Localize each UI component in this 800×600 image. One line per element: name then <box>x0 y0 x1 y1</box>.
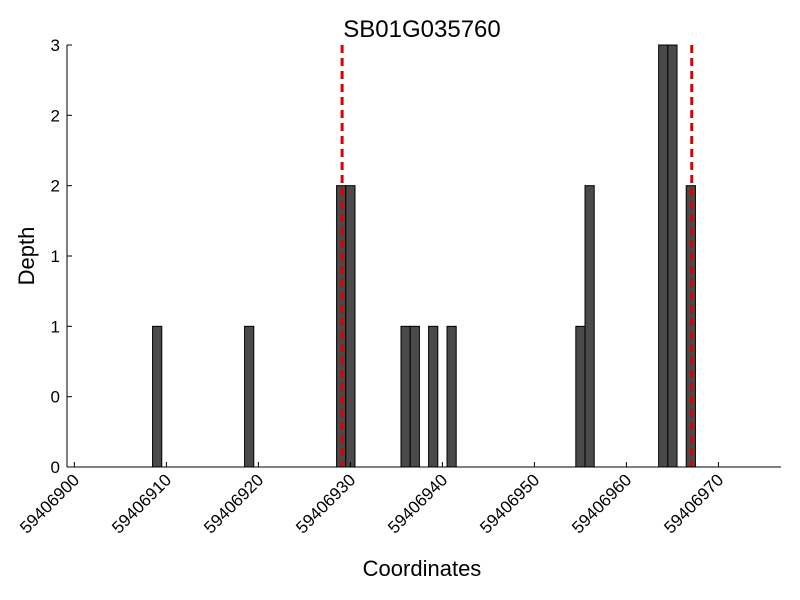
bar-7 <box>446 325 457 468</box>
y-tick-label-2: 1 <box>51 317 60 336</box>
y-tick-label-4: 2 <box>51 177 60 196</box>
chart-title: SB01G035760 <box>343 16 500 43</box>
x-tick-label-4: 59406940 <box>384 470 451 537</box>
bar-8 <box>575 325 586 468</box>
bar-10 <box>658 44 669 468</box>
x-axis-label: Coordinates <box>363 556 482 581</box>
ticks-layer: 0 0 1 1 2 2 3 59406900 59406910 59406920 59406930 5… <box>16 36 727 537</box>
bar-11 <box>667 44 678 468</box>
reference-lines-layer <box>340 45 694 467</box>
y-axis-label: Depth <box>14 227 39 286</box>
bar-3 <box>345 185 356 468</box>
y-tick-label-0: 0 <box>51 458 60 477</box>
bar-9 <box>584 185 595 468</box>
bar-6 <box>428 325 439 468</box>
x-tick-label-6: 59406960 <box>568 470 635 537</box>
bar-1 <box>244 325 255 468</box>
x-tick-label-0: 59406900 <box>16 470 83 537</box>
x-tick-label-5: 59406950 <box>476 470 543 537</box>
bar-0 <box>152 325 163 468</box>
y-tick-label-3: 1 <box>51 247 60 266</box>
x-tick-label-1: 59406910 <box>108 470 175 537</box>
x-tick-label-7: 59406970 <box>660 470 727 537</box>
y-tick-label-5: 2 <box>51 106 60 125</box>
bar-4 <box>400 325 411 468</box>
bar-5 <box>409 325 420 468</box>
bars-layer <box>152 44 696 468</box>
x-tick-label-2: 59406920 <box>200 470 267 537</box>
x-tick-label-3: 59406930 <box>292 470 359 537</box>
y-tick-label-6: 3 <box>51 36 60 55</box>
y-tick-label-1: 0 <box>51 388 60 407</box>
